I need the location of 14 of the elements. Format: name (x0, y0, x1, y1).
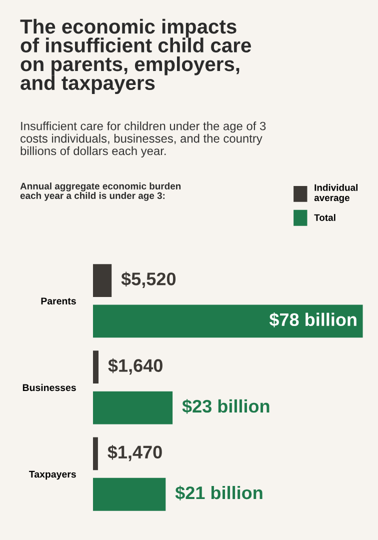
data-label: $1,640 (108, 358, 162, 375)
data-label: $21 billion (175, 486, 262, 500)
y-tick-label: Businesses (22, 384, 76, 392)
data-label: $23 billion (182, 399, 270, 414)
chart-title: The economic impacts of insufficient child care on parents, employers, and taxpayers (20, 18, 251, 94)
chart-subtitle: Insufficient care for children under the age of 3 costs individuals, businesses, and the country billions of dollars each year. (20, 122, 266, 158)
data-label: $1,470 (108, 444, 162, 462)
y-tick-label: Taxpayers (29, 470, 76, 480)
legend-label: Total (314, 214, 336, 221)
data-label: $78 billion (269, 312, 356, 328)
y-tick-label: Parents (41, 298, 76, 304)
text: Annual aggregate economic burden each year a child is under age 3: (20, 182, 181, 201)
data-label: $5,520 (121, 272, 176, 288)
legend-label: Individual average (314, 184, 358, 204)
